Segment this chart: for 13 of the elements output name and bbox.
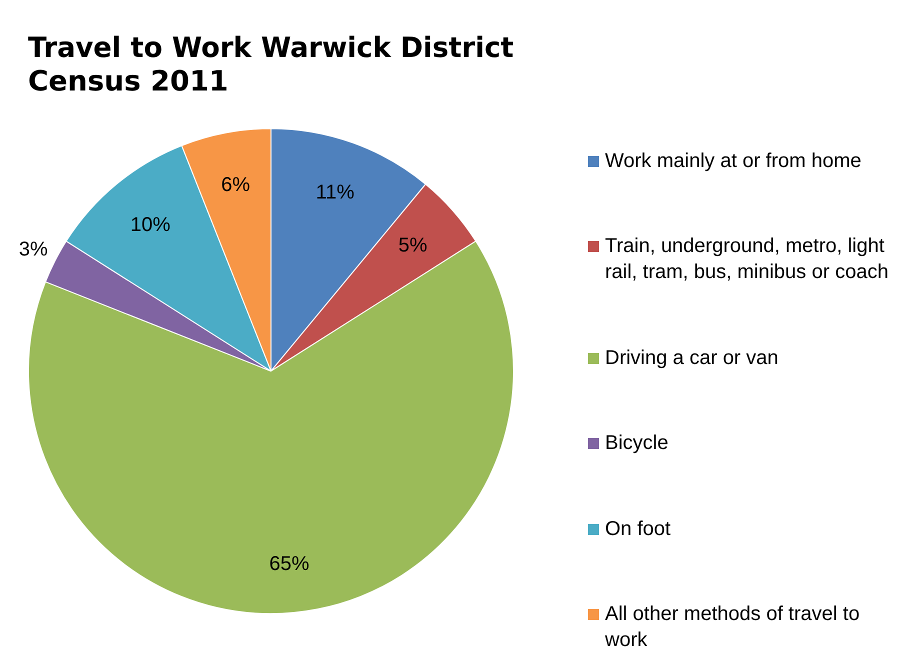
data-label: 6%: [221, 174, 250, 196]
legend-label: On foot: [605, 516, 671, 542]
legend-label: Train, underground, metro, light rail, tram, bus, minibus or coach: [605, 234, 890, 286]
data-label: 3%: [18, 238, 48, 261]
data-label: 11%: [316, 182, 355, 204]
legend-label: Work mainly at or from home: [605, 149, 862, 174]
data-label: 5%: [398, 234, 428, 257]
legend-label: Driving a car or van: [605, 346, 778, 371]
data-label: 10%: [130, 214, 171, 236]
legend-label: All other methods of travel to work: [605, 602, 861, 653]
chart-title: Travel to Work Warwick District Census 2011: [28, 30, 514, 98]
legend-label: Bicycle: [605, 431, 668, 456]
data-label: 65%: [269, 552, 310, 575]
